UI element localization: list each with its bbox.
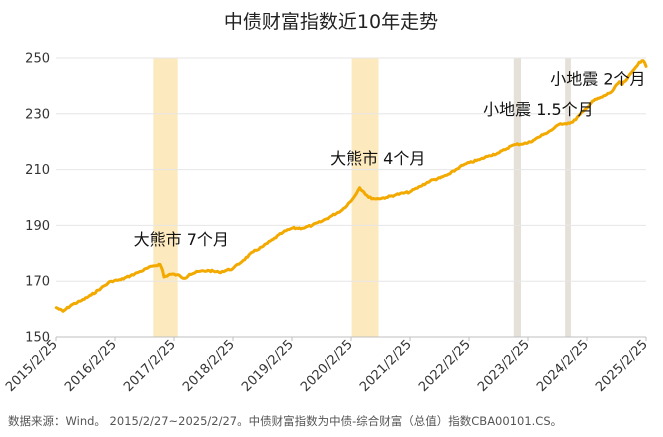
x-tick-label: 2019/2/25 [239,337,297,395]
x-tick-label: 2020/2/25 [298,337,356,395]
series-line-1 [54,59,648,313]
x-tick-label: 2018/2/25 [180,337,238,395]
annotations: 大熊市 7个月 大熊市 4个月 小地震 1.5个月 小地震 2个月 [134,70,646,249]
x-tick-label: 2022/2/25 [416,337,474,395]
x-tick-label: 2017/2/25 [121,337,179,395]
source-note: 数据来源：Wind。 2015/2/27~2025/2/27。中债财富指数为中债… [8,414,562,428]
annotation-4: 小地震 2个月 [550,70,645,89]
y-tick-label: 170 [25,275,50,290]
annotation-3: 小地震 1.5个月 [483,100,594,119]
grid-lines [56,57,646,338]
series-lines [54,59,648,313]
x-tick-label: 2016/2/25 [62,337,120,395]
x-axis-ticks: 2015/2/25 2016/2/25 2017/2/25 2018/2/25 2019… [3,337,651,395]
x-tick-label: 2021/2/25 [357,337,415,395]
shaded-period-3 [513,58,522,337]
shaded-period-4 [565,58,571,337]
y-tick-label: 230 [25,107,50,122]
chart-title: 中债财富指数近10年走势 [224,11,438,33]
y-tick-label: 210 [25,163,50,178]
x-tick-label: 2024/2/25 [534,337,592,395]
annotation-2: 大熊市 4个月 [330,149,425,168]
y-axis-ticks: 150 170 190 210 230 250 [25,52,50,346]
x-tick-label: 2015/2/25 [3,337,61,395]
y-tick-label: 190 [25,219,50,234]
x-tick-label: 2023/2/25 [475,337,533,395]
x-tick-label: 2025/2/25 [593,337,651,395]
shaded-period-1 [153,58,178,337]
annotation-1: 大熊市 7个月 [134,230,229,249]
y-tick-label: 150 [25,331,50,346]
y-tick-label: 250 [25,52,50,67]
